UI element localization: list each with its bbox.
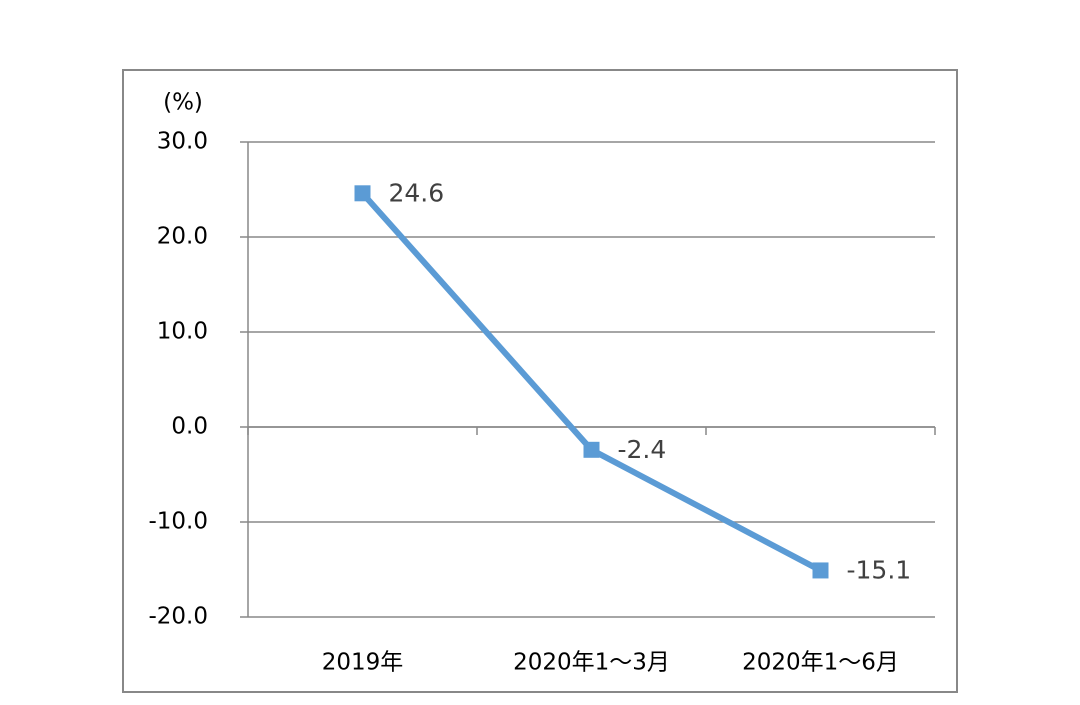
x-tick-label: 2020年1～6月: [742, 650, 899, 676]
data-label: 24.6: [389, 178, 445, 207]
data-point: [354, 185, 371, 202]
data-label: -2.4: [618, 435, 667, 464]
y-axis-label: (%): [163, 90, 203, 116]
y-tick-label: 10.0: [157, 319, 208, 345]
data-label: -15.1: [847, 555, 912, 584]
y-tick-label: 0.0: [171, 414, 208, 440]
y-tick-label: 30.0: [157, 129, 208, 155]
x-tick-label: 2019年: [322, 650, 404, 676]
chart-frame: [122, 69, 958, 693]
data-point: [583, 441, 600, 458]
y-tick-label: -20.0: [148, 604, 208, 630]
x-tick-label: 2020年1～3月: [513, 650, 670, 676]
data-point: [812, 562, 829, 579]
y-tick-label: 20.0: [157, 224, 208, 250]
y-tick-label: -10.0: [148, 509, 208, 535]
